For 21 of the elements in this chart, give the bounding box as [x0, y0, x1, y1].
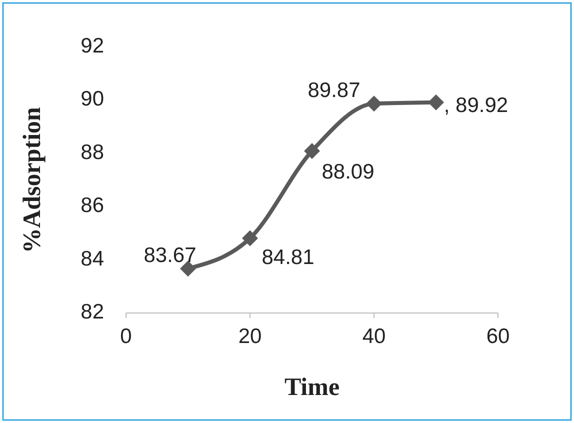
- y-tick-label: 90: [80, 88, 104, 111]
- x-tick-label: 60: [486, 325, 510, 348]
- data-label: 89.87: [308, 79, 360, 102]
- point: [242, 230, 258, 246]
- point: [366, 96, 382, 112]
- y-tick-label: 86: [80, 194, 104, 218]
- y-axis-title: %Adsorption: [19, 106, 46, 253]
- x-axis-title: Time: [284, 374, 340, 401]
- data-label: 84.81: [262, 246, 314, 269]
- x-tick-label: 20: [238, 325, 262, 348]
- y-tick-label: 88: [80, 140, 104, 164]
- point: [428, 94, 444, 110]
- data-label: 88.09: [322, 160, 374, 184]
- data-label: 83.67: [144, 244, 196, 268]
- x-tick-label: 40: [362, 325, 386, 348]
- y-tick-label: 92: [80, 34, 104, 58]
- y-tick-label: 84: [80, 247, 104, 270]
- point: [304, 143, 320, 160]
- data-label: , 89.92: [444, 94, 508, 117]
- x-tick-label: 0: [120, 325, 132, 348]
- y-tick-label: 82: [80, 300, 104, 324]
